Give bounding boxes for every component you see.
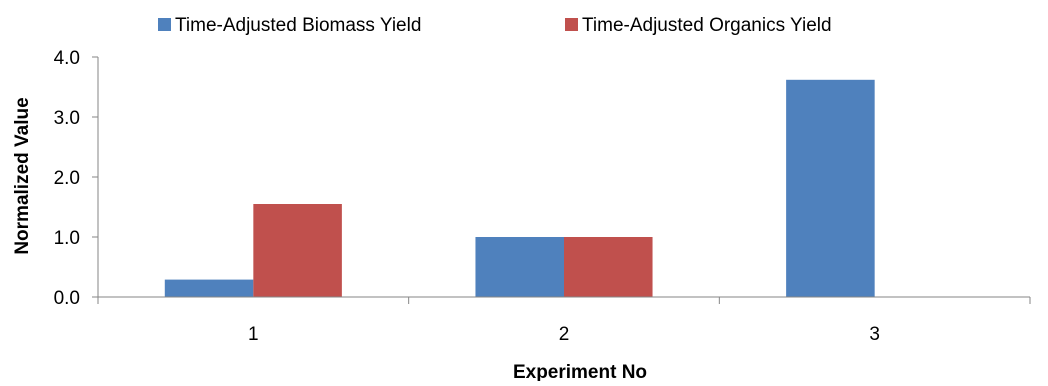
axes (92, 56, 1031, 304)
x-tick-label: 1 (248, 324, 259, 345)
x-tick-label: 3 (869, 324, 880, 345)
y-tick-label: 3.0 (54, 108, 80, 129)
x-axis-ticks: 1 2 3 (248, 324, 880, 345)
bar-biomass-1 (164, 279, 254, 297)
legend-swatch-organics (565, 18, 578, 31)
bars (164, 79, 875, 297)
legend-swatch-biomass (158, 18, 171, 31)
bar-biomass-2 (475, 237, 564, 297)
y-axis-title: Normalized Value (12, 97, 33, 254)
x-axis-title: Experiment No (513, 362, 647, 381)
legend: Time-Adjusted Biomass Yield Time-Adjuste… (158, 15, 832, 36)
bar-biomass-3 (786, 79, 875, 297)
bar-organics-2 (564, 237, 653, 297)
y-axis-ticks: 0.0 1.0 2.0 3.0 4.0 (54, 48, 80, 309)
y-tick-label: 4.0 (54, 48, 80, 69)
legend-label-organics: Time-Adjusted Organics Yield (582, 15, 832, 36)
x-tick-label: 2 (559, 324, 570, 345)
y-tick-label: 1.0 (54, 228, 80, 249)
legend-label-biomass: Time-Adjusted Biomass Yield (175, 15, 421, 36)
y-tick-label: 0.0 (54, 288, 80, 309)
bar-organics-1 (253, 204, 342, 297)
y-tick-label: 2.0 (54, 168, 80, 189)
